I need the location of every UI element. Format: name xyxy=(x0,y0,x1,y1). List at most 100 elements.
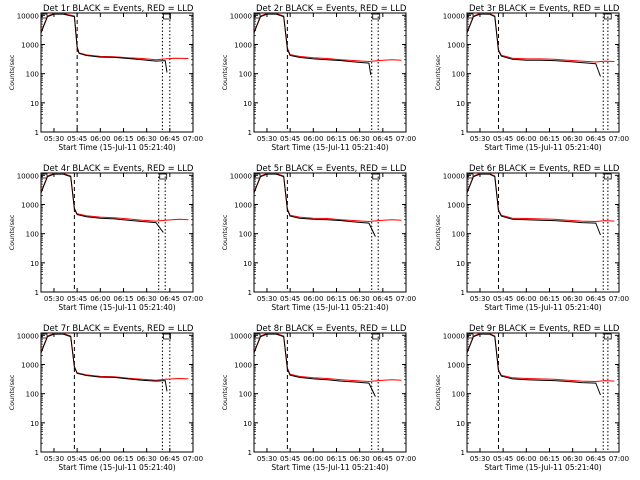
x-tick-label: 05:45 xyxy=(280,295,300,303)
x-tick-label: 06:00 xyxy=(516,135,536,143)
y-tick-label: 1 xyxy=(35,289,39,297)
x-tick-label: 07:00 xyxy=(183,295,203,303)
y-tick-label: 1 xyxy=(35,449,39,457)
plot-frame xyxy=(253,332,407,453)
x-tick-label: 06:45 xyxy=(586,295,606,303)
y-tick-label: 100 xyxy=(239,71,252,79)
y-tick-label: 1000 xyxy=(21,361,39,369)
plot-frame xyxy=(40,172,194,293)
detector-panel-5: Det 5r BLACK = Events, RED = LLD 1 10 100 10… xyxy=(221,164,416,312)
detector-panel-2: Det 2r BLACK = Events, RED = LLD 1 10 100 10… xyxy=(221,4,416,152)
x-tick-label: 06:30 xyxy=(563,135,583,143)
corner-marker xyxy=(372,333,381,340)
events-series-line xyxy=(41,173,164,233)
lld-series-line xyxy=(467,333,615,383)
events-series-line xyxy=(467,13,601,77)
y-tick-label: 10 xyxy=(243,420,252,428)
x-axis-label: Start Time (15-Jul-11 05:21:40) xyxy=(58,303,175,312)
x-tick-label: 05:30 xyxy=(257,455,277,463)
y-tick-label: 1 xyxy=(461,289,465,297)
corner-marker xyxy=(372,13,381,20)
x-tick-label: 06:45 xyxy=(160,135,180,143)
events-series-line xyxy=(41,333,168,392)
x-axis-label: Start Time (15-Jul-11 05:21:40) xyxy=(271,143,388,152)
corner-marker xyxy=(159,173,168,180)
x-axis-label: Start Time (15-Jul-11 05:21:40) xyxy=(58,463,175,472)
x-tick-label: 05:45 xyxy=(67,295,87,303)
x-tick-label: 06:30 xyxy=(350,135,370,143)
y-axis-label: Counts/sec xyxy=(8,214,16,250)
x-tick-label: 07:00 xyxy=(396,295,416,303)
y-tick-label: 10 xyxy=(243,100,252,108)
y-axis-label: Counts/sec xyxy=(221,54,229,90)
corner-marker xyxy=(163,13,171,20)
x-tick-label: 06:30 xyxy=(350,455,370,463)
y-axis-label: Counts/sec xyxy=(434,54,442,90)
x-tick-label: 06:45 xyxy=(586,455,606,463)
y-tick-label: 100 xyxy=(452,391,465,399)
corner-marker xyxy=(467,333,474,339)
lld-series-line xyxy=(41,13,189,61)
x-tick-label: 06:00 xyxy=(90,455,110,463)
lld-series-line xyxy=(41,173,189,222)
detector-panel-1: Det 1r BLACK = Events, RED = LLD 1 10 100 10… xyxy=(8,4,203,152)
plot-frame xyxy=(253,12,407,133)
y-tick-label: 10000 xyxy=(443,12,465,20)
x-tick-label: 06:00 xyxy=(516,455,536,463)
x-tick-label: 05:30 xyxy=(470,295,490,303)
x-tick-label: 06:15 xyxy=(113,135,133,143)
y-tick-label: 10000 xyxy=(230,12,252,20)
x-tick-label: 07:00 xyxy=(609,135,629,143)
detector-panel-8: Det 8r BLACK = Events, RED = LLD 1 10 100 10… xyxy=(221,324,416,472)
plot-frame xyxy=(466,12,620,133)
x-tick-label: 05:30 xyxy=(470,135,490,143)
corner-marker xyxy=(41,173,48,179)
y-tick-label: 1000 xyxy=(234,41,252,49)
y-tick-label: 1 xyxy=(248,449,252,457)
x-tick-label: 06:30 xyxy=(350,295,370,303)
x-tick-label: 06:15 xyxy=(113,455,133,463)
x-axis-label: Start Time (15-Jul-11 05:21:40) xyxy=(271,463,388,472)
corner-marker xyxy=(41,13,48,19)
y-tick-label: 100 xyxy=(26,391,39,399)
panel-title: Det 8r BLACK = Events, RED = LLD xyxy=(256,324,407,334)
x-tick-label: 06:45 xyxy=(373,455,393,463)
y-tick-label: 10000 xyxy=(17,332,39,340)
y-tick-label: 10 xyxy=(456,100,465,108)
x-tick-label: 05:45 xyxy=(493,295,513,303)
x-axis-label: Start Time (15-Jul-11 05:21:40) xyxy=(271,303,388,312)
x-tick-label: 05:45 xyxy=(67,135,87,143)
x-tick-label: 06:30 xyxy=(137,135,157,143)
y-tick-label: 1 xyxy=(35,129,39,137)
x-tick-label: 07:00 xyxy=(183,135,203,143)
y-tick-label: 1 xyxy=(248,289,252,297)
y-tick-label: 1000 xyxy=(21,201,39,209)
y-axis-label: Counts/sec xyxy=(8,374,16,410)
x-tick-label: 05:30 xyxy=(257,295,277,303)
x-axis-label: Start Time (15-Jul-11 05:21:40) xyxy=(484,143,601,152)
panel-title: Det 1r BLACK = Events, RED = LLD xyxy=(43,4,194,14)
x-axis-label: Start Time (15-Jul-11 05:21:40) xyxy=(58,143,175,152)
corner-marker xyxy=(163,333,171,340)
x-tick-label: 06:00 xyxy=(303,135,323,143)
y-tick-label: 1000 xyxy=(447,361,465,369)
events-series-line xyxy=(467,173,601,236)
detector-panel-4: Det 4r BLACK = Events, RED = LLD 1 10 100 10… xyxy=(8,164,203,312)
x-tick-label: 07:00 xyxy=(396,135,416,143)
lld-series-line xyxy=(254,333,402,383)
x-tick-label: 07:00 xyxy=(609,295,629,303)
y-tick-label: 10000 xyxy=(17,12,39,20)
y-tick-label: 100 xyxy=(239,231,252,239)
x-tick-label: 06:00 xyxy=(303,455,323,463)
detector-panel-3: Det 3r BLACK = Events, RED = LLD 1 10 100 10… xyxy=(434,4,629,152)
x-tick-label: 07:00 xyxy=(396,455,416,463)
plot-frame xyxy=(40,12,194,133)
events-series-line xyxy=(41,13,168,73)
corner-marker xyxy=(254,173,261,179)
x-tick-label: 06:30 xyxy=(563,455,583,463)
y-tick-label: 10 xyxy=(456,260,465,268)
panel-title: Det 2r BLACK = Events, RED = LLD xyxy=(256,4,407,14)
panel-title: Det 9r BLACK = Events, RED = LLD xyxy=(469,324,620,334)
events-series-line xyxy=(254,333,376,397)
x-tick-label: 07:00 xyxy=(609,455,629,463)
